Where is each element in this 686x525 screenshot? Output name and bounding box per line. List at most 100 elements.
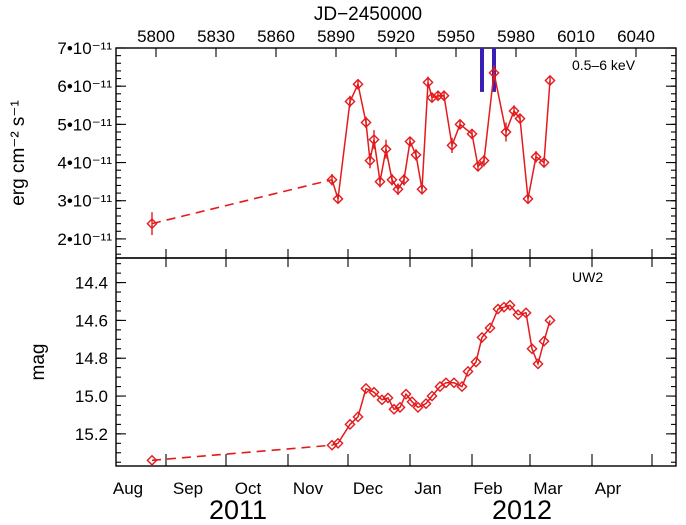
month-label: Dec [353,479,384,498]
xray-series-point [508,105,520,117]
uv-series-point [382,392,394,404]
uv-series-point [484,322,496,334]
uv-series-point [394,401,406,413]
top-axis-tick-label: 5890 [317,27,355,46]
month-label: Apr [595,479,622,498]
month-label: Oct [235,479,262,498]
uv-series-point [426,390,438,402]
month-label: Mar [533,479,563,498]
top-axis-tick-label: 6040 [617,27,655,46]
month-label: Nov [293,479,324,498]
uv-series-point [368,386,380,398]
uv-y-tick-label: 14.6 [75,311,108,330]
uv-panel-frame [115,257,677,467]
xray-series-point [404,135,416,148]
xray-series-point [454,118,466,130]
uv-series-point [448,377,460,389]
month-label: Sep [173,479,203,498]
uv-series-point [406,396,418,408]
top-axis-tick-label: 5860 [257,27,295,46]
xray-y-tick-label: 7•10⁻¹¹ [57,39,112,58]
uv-series-point [326,439,338,451]
xray-series-point [380,143,392,155]
xray-series-point [410,149,422,161]
month-label: Jan [414,479,441,498]
uv-x-ticks [165,258,653,466]
xray-y-tick-label: 4•10⁻¹¹ [57,154,112,173]
uv-series-point [532,358,544,370]
xray-series-point [530,151,542,163]
xray-series-point [344,95,356,108]
xray-series-point [352,78,364,90]
xray-panel: erg cm⁻² s⁻¹ 0.5–6 keV 2•10⁻¹¹ 3•10⁻¹¹ 4•1… [8,39,677,259]
xray-series-point [360,116,372,129]
uv-series-point [352,411,364,423]
xray-series-point [374,176,386,188]
uv-series-point [376,394,388,406]
uv-series-point [498,301,510,313]
top-axis-tick-labels: 5800 5830 5860 5890 5920 5950 5980 6010 6040 [137,27,655,57]
xray-series-point [364,155,376,167]
uv-series-point [360,382,372,395]
top-axis-tick-label: 5800 [137,27,175,46]
uv-series-point [456,380,468,393]
uv-series-point [544,314,556,326]
year-label: 2012 [492,495,552,525]
month-label: Feb [473,479,502,498]
xray-series-point [146,218,158,230]
uv-series-point [412,401,424,413]
top-axis-tick-label: 5830 [197,27,235,46]
uv-series-point [146,454,158,466]
xray-series-point [422,76,434,88]
xray-series-point [466,128,478,140]
xray-series-point [538,156,550,169]
uv-series-point [470,356,482,368]
uv-series-point [332,437,344,449]
xray-y-tick-label: 6•10⁻¹¹ [57,77,112,96]
xray-series-point [522,193,534,205]
xray-panel-label: 0.5–6 keV [572,57,636,73]
xray-y-tick-label: 3•10⁻¹¹ [57,192,112,211]
uv-series-point [520,307,532,319]
uv-series-point [420,398,432,410]
xray-series-point [488,67,500,79]
xray-series-point [386,174,398,186]
top-axis-title: JD−2450000 [314,4,422,25]
uv-series-point [388,403,400,415]
uv-series-line [331,304,551,446]
xray-series-point [438,90,450,102]
xray-series-point [446,139,458,151]
xray-y-tick-label: 5•10⁻¹¹ [57,115,112,134]
xray-series-point [332,193,344,205]
uv-series-point [462,365,474,378]
xray-series-point [392,183,404,195]
uv-y-tick-label: 15.2 [75,425,108,444]
xray-y-ticks: 2•10⁻¹¹ 3•10⁻¹¹ 4•10⁻¹¹ 5•10⁻¹¹ 6•10⁻¹¹ 7•10⁻… [57,39,676,255]
uv-series-point [400,388,412,400]
xray-series-point [426,92,438,104]
xray-y-tick-label: 2•10⁻¹¹ [57,230,112,249]
uv-y-tick-label: 14.8 [75,349,108,368]
xray-series-dashed-segment [151,178,333,225]
uv-series [146,299,556,466]
xray-x-ticks [165,249,653,258]
xray-y-axis-title: erg cm⁻² s⁻¹ [8,100,29,206]
xray-series-point [500,126,512,138]
uv-series-point [526,343,538,355]
uv-y-tick-label: 15.0 [75,387,108,406]
top-axis-tick-label: 5920 [377,27,415,46]
uv-series-point [476,331,488,344]
year-labels: 2011 2012 [209,495,552,525]
top-axis-tick-label: 5950 [437,27,475,46]
top-axis-tick-label: 6010 [557,27,595,46]
uv-y-ticks: 14.4 14.6 14.8 15.0 15.2 [75,263,676,463]
uv-y-tick-label: 14.4 [75,274,108,293]
xray-series-point [478,155,490,167]
uv-y-axis-title: mag [28,344,49,381]
uv-series-dashed-segment [151,444,333,462]
uv-series-point [504,299,516,311]
xray-series-point [514,113,526,125]
uv-panel: mag UW2 14.4 14.6 14.8 15.0 15.2 [28,257,677,467]
uv-panel-label: UW2 [572,269,603,285]
